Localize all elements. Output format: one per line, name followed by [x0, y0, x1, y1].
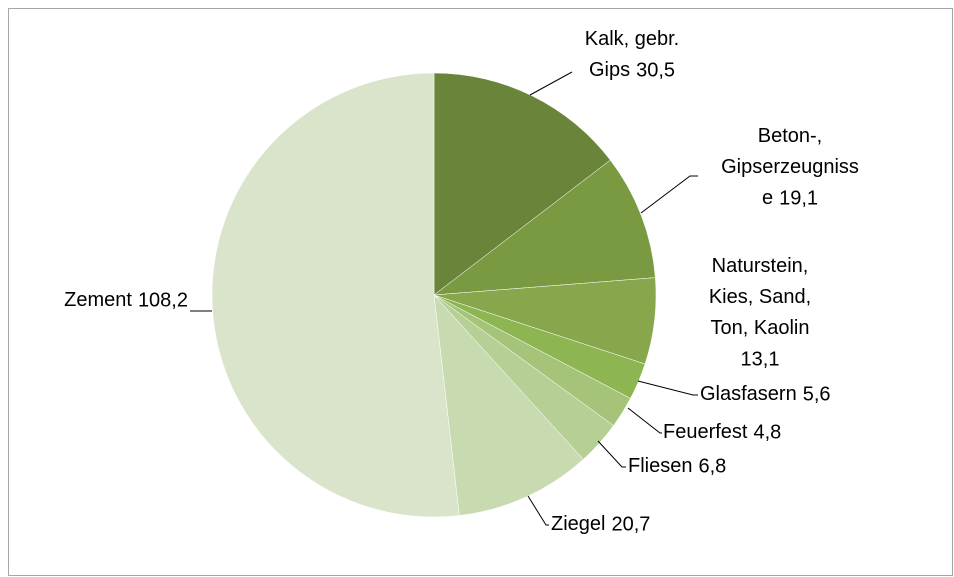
leader-line	[637, 380, 698, 396]
slice-label: Zement	[64, 289, 132, 311]
value-label: 20,7	[611, 513, 650, 535]
pie-slice	[211, 72, 460, 518]
pie-slice	[433, 294, 584, 516]
pie-slice	[433, 72, 611, 296]
leader-line	[529, 71, 573, 96]
value-label: 108,2	[138, 289, 188, 311]
slice-label: Glasfasern	[700, 383, 797, 405]
slice-label: Kalk, gebr. Gips	[585, 28, 685, 81]
leader-line	[597, 440, 626, 468]
value-label: 30,5	[636, 59, 675, 81]
leader-line	[627, 407, 662, 434]
slice-label: Feuerfest	[663, 421, 748, 443]
slice-label: Ziegel	[551, 513, 605, 535]
value-label: 19,1	[779, 187, 818, 209]
leader-line	[527, 495, 549, 526]
leader-lines	[190, 71, 698, 526]
slice-label: Fliesen	[628, 455, 692, 477]
value-label: 6,8	[698, 455, 726, 477]
value-label: 4,8	[753, 421, 781, 443]
leader-line	[640, 175, 698, 214]
slice-label: Beton-, Gipserzeugniss e	[721, 125, 859, 209]
pie-slice	[433, 159, 656, 296]
value-label: 5,6	[803, 383, 831, 405]
slice-label: Naturstein, Kies, Sand, Ton, Kaolin	[709, 255, 817, 339]
value-label: 13,1	[741, 348, 780, 370]
